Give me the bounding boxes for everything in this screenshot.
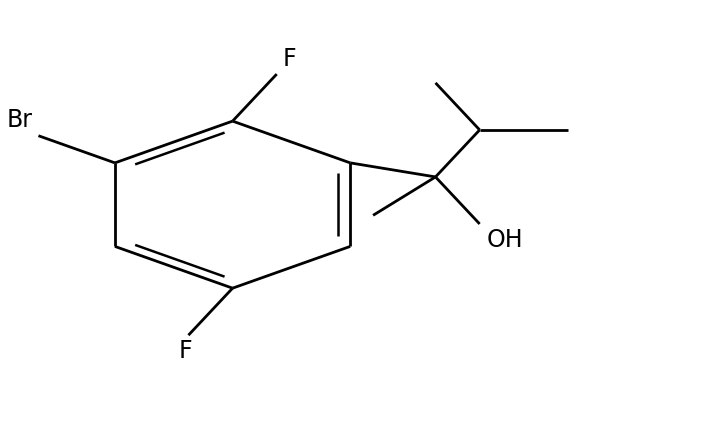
Text: Br: Br (7, 108, 33, 132)
Text: F: F (282, 47, 296, 71)
Text: OH: OH (486, 228, 523, 252)
Text: F: F (178, 340, 192, 363)
